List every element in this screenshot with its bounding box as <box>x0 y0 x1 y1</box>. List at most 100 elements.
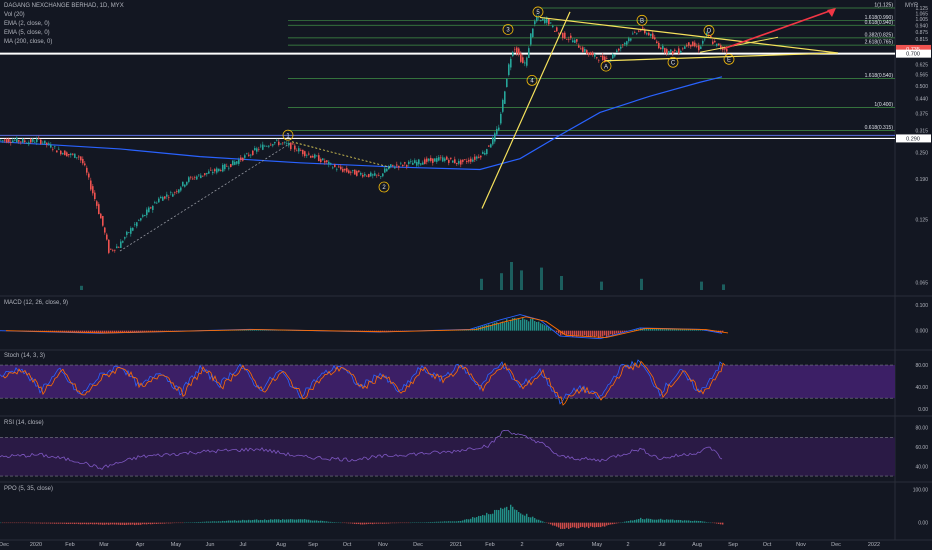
candle-body <box>70 153 72 155</box>
histogram-bar <box>116 522 118 525</box>
histogram-bar <box>602 522 604 527</box>
histogram-bar <box>642 519 644 523</box>
histogram-bar <box>436 521 438 523</box>
wave-label: 5 <box>536 10 540 16</box>
candle-body <box>386 168 388 172</box>
candle-body <box>434 158 436 162</box>
histogram-bar <box>150 522 152 525</box>
histogram-bar <box>564 522 566 529</box>
histogram-bar <box>170 522 172 524</box>
candle-body <box>356 171 358 176</box>
candle-body <box>168 197 170 198</box>
candle-body <box>572 40 574 43</box>
candle-body <box>628 38 630 42</box>
histogram-bar <box>168 330 170 332</box>
histogram-bar <box>212 521 214 523</box>
histogram-bar <box>114 330 116 333</box>
candle-body <box>594 54 596 57</box>
histogram-bar <box>596 522 598 528</box>
candle-body <box>658 42 660 49</box>
candle-body <box>214 169 216 172</box>
candle-body <box>706 32 708 36</box>
histogram-bar <box>616 522 618 524</box>
candle-body <box>176 191 178 192</box>
histogram-bar <box>260 519 262 523</box>
histogram-bar <box>110 522 112 525</box>
candle-body <box>12 140 14 143</box>
histogram-bar <box>550 522 552 525</box>
histogram-bar <box>614 330 616 335</box>
candle-body <box>702 40 704 44</box>
histogram-bar <box>492 513 494 523</box>
histogram-bar <box>574 522 576 528</box>
candle-body <box>266 146 268 147</box>
histogram-bar <box>292 519 294 523</box>
histogram-bar <box>660 518 662 523</box>
histogram-bar <box>250 520 252 523</box>
histogram-bar <box>660 328 662 331</box>
candle-body <box>638 30 640 32</box>
histogram-bar <box>694 329 696 331</box>
fib-level-label: 1.618(0.540) <box>865 73 894 79</box>
ma200-line <box>0 76 723 171</box>
histogram-bar <box>652 328 654 331</box>
histogram-bar <box>132 330 134 332</box>
histogram-bar <box>156 330 158 332</box>
histogram-bar <box>396 330 398 332</box>
candle-body <box>362 174 364 177</box>
trendline-dotted-2 <box>119 143 291 252</box>
candle-body <box>220 170 222 171</box>
histogram-bar <box>650 518 652 523</box>
candle-body <box>300 150 302 151</box>
wave-label: 3 <box>506 28 510 34</box>
histogram-bar <box>532 516 534 523</box>
histogram-bar <box>284 519 286 523</box>
candle-body <box>468 159 470 162</box>
candle-body <box>118 247 120 248</box>
histogram-bar <box>458 520 460 523</box>
candle-body <box>264 145 266 147</box>
histogram-bar <box>346 522 348 524</box>
histogram-bar <box>194 522 196 523</box>
histogram-bar <box>382 330 384 332</box>
candle-body <box>578 45 580 48</box>
histogram-bar <box>248 519 250 523</box>
histogram-bar <box>246 329 248 331</box>
candle-body <box>442 157 444 162</box>
histogram-bar <box>102 330 104 333</box>
histogram-bar <box>370 522 372 524</box>
histogram-bar <box>158 522 160 524</box>
candle-body <box>496 128 498 135</box>
histogram-bar <box>678 519 680 523</box>
histogram-bar <box>120 522 122 525</box>
candle-body <box>476 156 478 159</box>
candle-body <box>304 151 306 157</box>
histogram-bar <box>100 522 102 525</box>
candle-body <box>124 237 126 239</box>
candle-body <box>318 155 320 162</box>
histogram-bar <box>168 522 170 524</box>
candle-body <box>252 150 254 155</box>
candle-body <box>606 58 608 59</box>
volume-bar <box>500 273 503 290</box>
histogram-bar <box>606 330 608 337</box>
candle-body <box>242 157 244 161</box>
histogram-bar <box>612 522 614 525</box>
histogram-bar <box>146 522 148 525</box>
histogram-bar <box>196 522 198 523</box>
histogram-bar <box>610 522 612 525</box>
legend-vol: Vol (20) <box>4 12 25 18</box>
histogram-bar <box>64 522 66 524</box>
histogram-bar <box>506 506 508 523</box>
macd-legend: MACD (12, 26, close, 9) <box>4 300 69 306</box>
candle-body <box>76 157 78 158</box>
histogram-bar <box>444 521 446 523</box>
histogram-bar <box>62 522 64 524</box>
histogram-bar <box>468 519 470 523</box>
histogram-bar <box>276 330 278 331</box>
indicator-tick-label: 40.00 <box>915 385 928 391</box>
histogram-bar <box>86 522 88 525</box>
histogram-bar <box>530 318 532 331</box>
histogram-bar <box>356 522 358 525</box>
